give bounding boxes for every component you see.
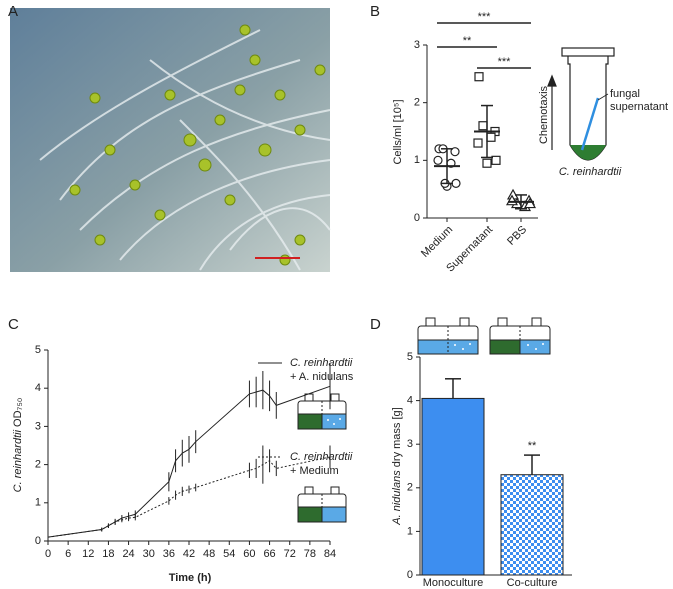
data-point (478, 121, 488, 131)
y-tick-label: 1 (407, 525, 413, 537)
data-point (482, 158, 492, 168)
x-tick-label: 66 (263, 548, 275, 560)
diagram-label: supernatant (610, 101, 668, 113)
x-tick-label: Co-culture (507, 577, 558, 589)
data-point (491, 155, 501, 165)
x-tick-label: Medium (419, 224, 455, 260)
legend-label: C. reinhardtii + A. nidulans (290, 357, 354, 383)
data-point (451, 178, 461, 188)
significance-label: *** (478, 11, 492, 23)
y-tick-label: 2 (407, 482, 413, 494)
diagram-label: C. reinhardtii (559, 166, 622, 178)
diagram-label: fungal (610, 88, 640, 100)
y-axis-label: Cells/ml [10⁵] (392, 99, 404, 164)
y-tick-label: 3 (35, 420, 41, 432)
x-tick-label: 60 (243, 548, 255, 560)
annotation: ** (528, 440, 537, 452)
x-tick-label: 84 (324, 548, 336, 560)
x-tick-label: 48 (203, 548, 215, 560)
x-tick-label: 42 (183, 548, 195, 560)
data-point (433, 155, 443, 165)
arrow-label: Chemotaxis (538, 85, 550, 144)
x-tick-label: 12 (82, 548, 94, 560)
y-tick-label: 0 (414, 212, 420, 224)
y-tick-label: 5 (407, 351, 413, 363)
x-tick-label: 72 (284, 548, 296, 560)
x-tick-label: 18 (102, 548, 114, 560)
y-axis-label: C. reinhardtii OD₇₅₀ (12, 398, 24, 493)
data-point (450, 147, 460, 157)
x-tick-label: 24 (122, 548, 134, 560)
y-tick-label: 3 (414, 39, 420, 51)
tank-icon (417, 317, 551, 355)
significance-label: ** (463, 35, 472, 47)
x-axis-label: Time (h) (169, 572, 212, 584)
y-tick-label: 2 (414, 97, 420, 109)
panel-label: A (8, 3, 18, 20)
y-tick-label: 1 (414, 154, 420, 166)
data-point (486, 132, 496, 142)
y-tick-label: 0 (407, 569, 413, 581)
x-tick-label: 78 (304, 548, 316, 560)
data-point (474, 72, 484, 82)
panel-label: C (8, 316, 19, 333)
y-tick-label: 1 (35, 497, 41, 509)
legend-label: C. reinhardtii + Medium (290, 451, 353, 477)
y-tick-label: 4 (407, 395, 413, 407)
bar (421, 397, 485, 576)
y-tick-label: 4 (35, 382, 41, 394)
x-tick-label: 36 (163, 548, 175, 560)
tube-diagram (547, 47, 615, 161)
x-tick-label: 54 (223, 548, 235, 560)
panel-label: D (370, 316, 381, 333)
x-tick-label: PBS (505, 224, 529, 248)
y-tick-label: 3 (407, 438, 413, 450)
series-line (47, 456, 331, 538)
bar (500, 474, 564, 576)
data-point (523, 197, 537, 209)
data-point (473, 138, 483, 148)
tank-icon (297, 393, 347, 523)
y-tick-label: 5 (35, 344, 41, 356)
x-tick-label: 6 (65, 548, 71, 560)
significance-label: *** (498, 56, 512, 68)
x-tick-label: 0 (45, 548, 51, 560)
x-tick-label: Monoculture (423, 577, 484, 589)
y-axis-label: A. nidulans dry mass [g] (391, 407, 403, 525)
micrograph (10, 8, 331, 272)
y-tick-label: 2 (35, 459, 41, 471)
x-tick-label: 30 (143, 548, 155, 560)
panel-label: B (370, 3, 380, 20)
y-tick-label: 0 (35, 535, 41, 547)
